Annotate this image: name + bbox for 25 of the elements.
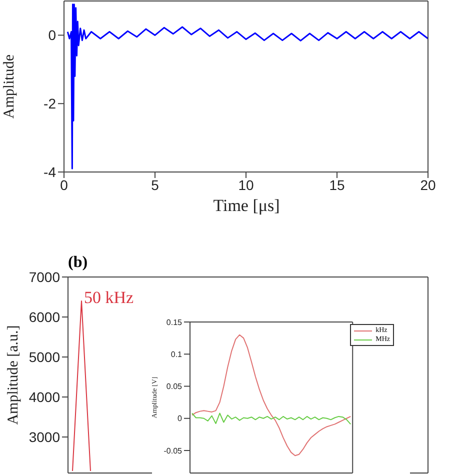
y-tick-label: -4 [44, 164, 56, 180]
line-series [66, 4, 428, 170]
chart-title: (b) [68, 254, 88, 272]
y-tick-label: 6000 [28, 308, 60, 325]
y-tick-label: 0 [48, 27, 56, 44]
y-tick-label: 0.05 [166, 382, 183, 392]
y-tick-label: 0.15 [166, 318, 183, 327]
line-series [191, 334, 352, 456]
y-tick-label: 7000 [28, 268, 60, 285]
x-tick-label: 20 [420, 176, 436, 193]
x-axis-title: Time [μs] [212, 196, 281, 216]
annotation: 50 kHz [84, 288, 134, 308]
y-tick-label: 0 [178, 414, 183, 424]
x-tick-label: 15 [329, 176, 345, 193]
y-tick-label: 4000 [28, 388, 60, 405]
y-tick-label: -2 [44, 96, 56, 112]
y-axis-title: Amplitude [1, 54, 18, 119]
y-axis-title: Amplitude [a.u.] [5, 325, 22, 425]
y-tick-label: 5000 [28, 348, 60, 365]
y-tick-label: 3000 [28, 428, 60, 445]
x-tick-label: 5 [151, 176, 160, 193]
y-tick-label: 0.1 [170, 350, 183, 359]
line-series [191, 412, 352, 425]
y-tick-label: -0.05 [164, 446, 183, 456]
x-tick-label: 10 [238, 176, 254, 193]
